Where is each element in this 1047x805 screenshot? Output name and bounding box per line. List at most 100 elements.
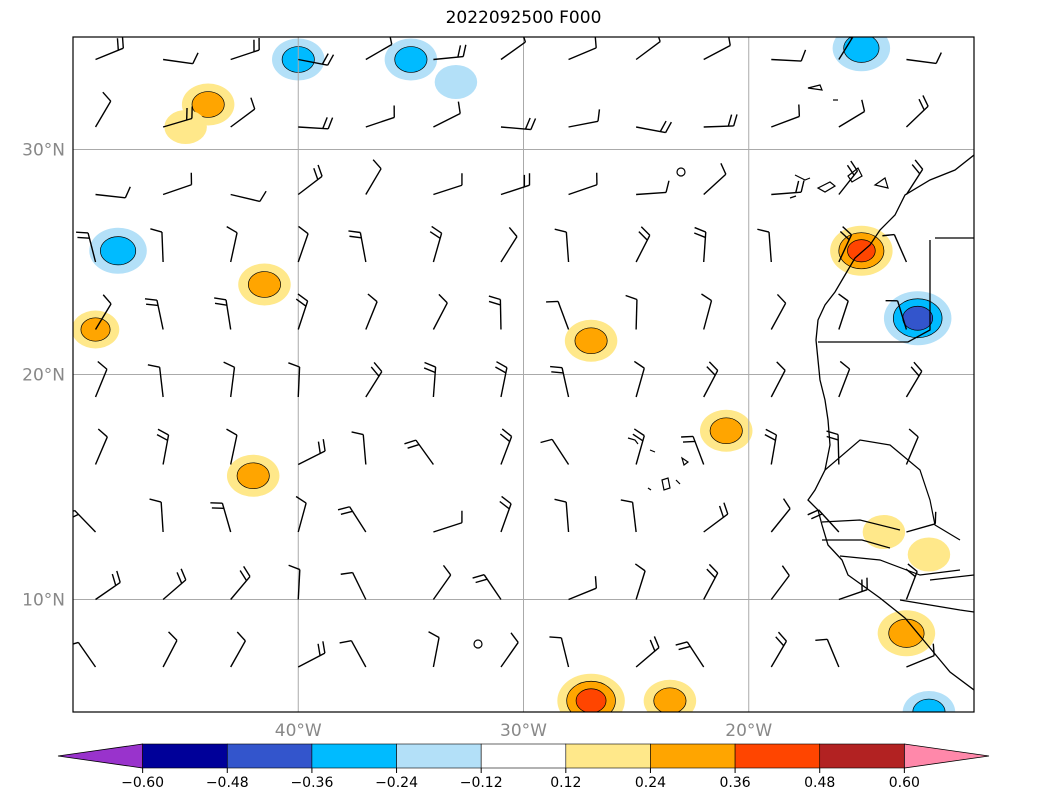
wind-barb bbox=[632, 428, 645, 465]
wind-barb bbox=[635, 120, 672, 134]
colorbar-tick-label: 0.60 bbox=[889, 775, 920, 791]
wind-barb bbox=[905, 428, 919, 465]
wind-barb bbox=[223, 361, 236, 398]
wind-barb bbox=[226, 226, 238, 263]
anomaly-blob-3-band-1 bbox=[394, 46, 428, 73]
wind-barb bbox=[770, 631, 788, 668]
colorbar-tick-label: −0.24 bbox=[375, 775, 418, 791]
anomaly-blob-17-band-0 bbox=[907, 537, 951, 572]
wind-barb bbox=[635, 226, 651, 263]
wind-barb bbox=[365, 37, 393, 61]
chart-title: 2022092500 F000 bbox=[445, 8, 602, 28]
wind-barb bbox=[568, 37, 597, 61]
grid-lines bbox=[73, 37, 974, 712]
anomaly-blob-7-band-1 bbox=[80, 317, 111, 342]
wind-barb bbox=[568, 576, 598, 601]
wind-barb bbox=[882, 233, 908, 263]
wind-barb bbox=[226, 428, 238, 465]
wind-barb bbox=[432, 293, 448, 330]
wind-barb bbox=[620, 499, 637, 533]
wind-barb bbox=[351, 431, 367, 465]
wind-barb bbox=[635, 636, 660, 668]
small-island-7N bbox=[473, 639, 483, 649]
wind-barb bbox=[905, 563, 918, 600]
wind-barb bbox=[95, 186, 131, 199]
wind-barb bbox=[365, 159, 382, 195]
wind-barb bbox=[433, 44, 467, 61]
western-sahara-border bbox=[818, 237, 974, 343]
lat-tick-label: 30°N bbox=[22, 141, 65, 161]
colorbar-tick-label: 0.36 bbox=[720, 775, 751, 791]
wind-barb bbox=[634, 563, 646, 600]
wind-barb bbox=[905, 361, 923, 398]
wind-barb bbox=[703, 37, 731, 61]
wind-barb bbox=[147, 364, 164, 398]
wind-barb bbox=[807, 509, 840, 533]
wind-barb bbox=[288, 362, 301, 398]
senegal-borders bbox=[821, 439, 974, 613]
wind-barb bbox=[906, 643, 935, 668]
lon-tick-label: 30°W bbox=[500, 721, 547, 741]
colorbar-extend-high bbox=[903, 743, 990, 769]
wind-barb bbox=[554, 498, 570, 533]
colorbar-tick-label: 0.24 bbox=[635, 775, 666, 791]
anomaly-blob-14-band-2 bbox=[902, 305, 934, 331]
wind-barb bbox=[433, 101, 461, 128]
colorbar-segment-5 bbox=[565, 743, 651, 769]
wind-barb bbox=[429, 225, 443, 263]
wind-barb bbox=[770, 565, 790, 600]
wind-barb bbox=[633, 360, 645, 398]
anomaly-blob-11-band-2 bbox=[575, 688, 607, 712]
colorbar-tick-label: 0.12 bbox=[550, 775, 581, 791]
wind-barb bbox=[701, 293, 713, 330]
colorbar-segment-1 bbox=[226, 743, 313, 769]
anomaly-blob-9-band-1 bbox=[709, 417, 743, 445]
wind-barb bbox=[472, 574, 502, 600]
wind-barb bbox=[838, 293, 849, 330]
wind-barb bbox=[348, 230, 367, 263]
wind-barb bbox=[499, 495, 512, 533]
colorbar-segment-3 bbox=[396, 743, 482, 769]
wind-barb bbox=[703, 563, 719, 600]
wind-barb bbox=[337, 506, 367, 533]
wind-barb bbox=[500, 632, 519, 668]
lon-tick-label: 20°W bbox=[725, 721, 772, 741]
anomaly-blob-5-band-1 bbox=[100, 236, 137, 266]
wind-barb bbox=[230, 38, 260, 61]
wind-barb bbox=[838, 160, 859, 195]
wind-barb bbox=[94, 428, 108, 465]
wind-barb bbox=[815, 638, 840, 668]
wind-barb bbox=[433, 173, 463, 196]
wind-barb bbox=[339, 640, 367, 668]
wind-barb bbox=[144, 298, 164, 330]
wind-barb bbox=[703, 502, 729, 533]
wind-barb bbox=[554, 228, 570, 263]
wind-barb bbox=[757, 228, 772, 263]
wind-barb bbox=[771, 49, 807, 62]
map-frame bbox=[72, 36, 975, 713]
wind-barb bbox=[298, 53, 335, 66]
wind-barb bbox=[635, 37, 661, 61]
wind-barb bbox=[770, 498, 791, 533]
wind-barb bbox=[295, 293, 309, 330]
anomaly-blob-10-band-1 bbox=[236, 462, 270, 490]
wind-barb bbox=[295, 495, 307, 533]
colorbar-tick-label: −0.48 bbox=[206, 775, 249, 791]
wind-barb bbox=[94, 91, 112, 128]
wind-barb bbox=[906, 52, 942, 65]
colorbar-segment-4 bbox=[480, 743, 567, 769]
anomaly-blob-16-band-0 bbox=[862, 515, 906, 549]
wind-barb bbox=[636, 180, 670, 196]
wind-barb bbox=[770, 293, 787, 330]
wind-barb bbox=[488, 295, 502, 330]
wind-barb bbox=[95, 570, 121, 601]
wind-barb bbox=[95, 37, 125, 61]
colorbar-tick-label: −0.36 bbox=[290, 775, 333, 791]
wind-barb bbox=[495, 361, 508, 398]
lat-tick-label: 20°N bbox=[22, 366, 65, 386]
anomaly-blob-0-band-1 bbox=[191, 91, 225, 118]
cape-verde-islands bbox=[627, 437, 690, 491]
colorbar-segment-6 bbox=[650, 743, 736, 769]
wind-barb bbox=[94, 360, 108, 398]
wind-barb bbox=[340, 571, 367, 600]
